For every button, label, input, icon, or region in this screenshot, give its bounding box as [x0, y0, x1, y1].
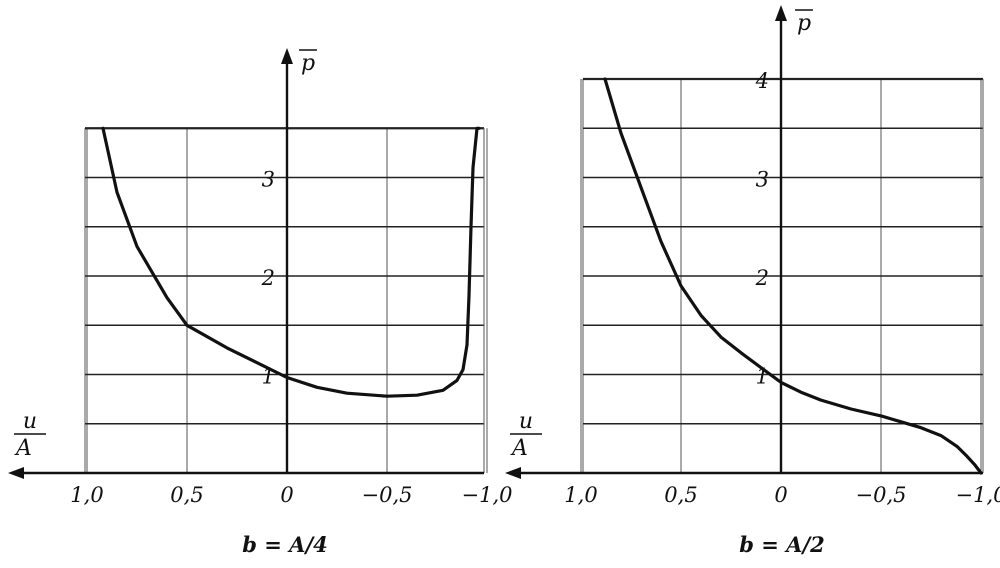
- y-axis-arrow: [281, 48, 293, 64]
- chart-caption: b = A/2: [739, 532, 824, 557]
- y-tick-label: 3: [756, 168, 769, 192]
- y-tick-label: 4: [755, 69, 769, 93]
- x-tick-label: 0: [280, 483, 293, 507]
- x-axis-label-numerator: u: [519, 409, 533, 434]
- series-line: [103, 128, 479, 396]
- x-tick-label: 1,0: [70, 483, 103, 507]
- x-tick-label: 0: [774, 483, 787, 507]
- y-axis-arrow: [775, 5, 787, 21]
- x-tick-label: −1,0: [956, 483, 1000, 507]
- x-axis-label-numerator: u: [23, 409, 37, 434]
- y-tick-label: 2: [261, 266, 275, 290]
- y-tick-label: 2: [755, 266, 769, 290]
- x-tick-label: 1,0: [564, 483, 597, 507]
- chart-caption: b = A/4: [242, 532, 327, 557]
- x-tick-label: 0,5: [170, 483, 203, 507]
- x-axis-label-denominator: A: [510, 436, 528, 461]
- x-axis-label-denominator: A: [14, 436, 32, 461]
- y-axis-label: p: [301, 51, 315, 76]
- x-tick-label: 0,5: [664, 483, 697, 507]
- x-axis-arrow: [505, 467, 521, 479]
- y-tick-label: 3: [262, 168, 275, 192]
- y-axis-label: p: [797, 11, 811, 36]
- x-axis-arrow: [8, 467, 24, 479]
- x-tick-label: −1,0: [462, 483, 513, 507]
- x-tick-label: −0,5: [856, 483, 907, 507]
- x-tick-label: −0,5: [362, 483, 413, 507]
